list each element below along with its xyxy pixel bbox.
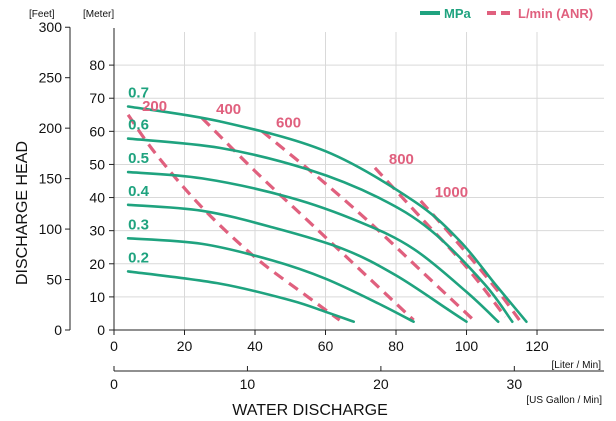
series-labels: 200 400 600 800 1000 0.2 0.3 0.4 0.5 0.6 0.7 [128,85,468,267]
x-tick-label: 40 [247,338,263,354]
secondary-x-tick-label: 20 [373,376,389,392]
y-meter-tick-label: 70 [89,90,105,106]
y-feet-unit-label: [Feet] [29,9,55,20]
air-flow-series [126,113,521,322]
legend: MPa L/min (ANR) [420,6,593,21]
x-tick-label: 60 [318,338,334,354]
y-feet-tick-label: 200 [39,120,63,136]
legend-label-mpa: MPa [444,6,472,21]
air-curve-400 [200,116,415,322]
air-label-600: 600 [276,114,301,131]
y-feet-tick-label: 100 [39,221,63,237]
y-meter-tick-label: 20 [89,256,105,272]
pressure-curve-0.4 [126,203,468,323]
air-label-400: 400 [216,101,241,118]
y-meter-tick-label: 30 [89,223,105,239]
pressure-curve-0.5 [126,170,500,323]
pressure-label-0.7: 0.7 [128,85,149,102]
x-tick-label: 120 [525,338,549,354]
air-label-200: 200 [142,98,167,115]
feet-axis: 0 50 100 150 200 250 300 [39,19,71,338]
secondary-x-axis: 0 10 20 30 [110,366,604,392]
air-curve-600 [261,130,475,322]
y-meter-tick-label: 10 [89,289,105,305]
y-feet-tick-label: 0 [54,322,62,338]
pressure-curve-0.3 [126,237,415,323]
y-meter-unit-label: [Meter] [83,9,114,20]
y-feet-tick-label: 150 [39,171,63,187]
y-feet-tick-label: 50 [46,272,62,288]
secondary-x-tick-label: 30 [507,376,523,392]
legend-label-air: L/min (ANR) [518,6,593,21]
y-meter-tick-label: 0 [97,322,105,338]
y-axis-title: DISCHARGE HEAD [14,141,31,285]
air-curve-200 [126,113,341,322]
x-tick-label: 80 [388,338,404,354]
secondary-x-tick-label: 10 [240,376,256,392]
y-meter-tick-label: 60 [89,123,105,139]
x-primary-unit-label: [Liter / Min] [552,360,602,371]
y-feet-tick-label: 250 [39,70,63,86]
pressure-label-0.4: 0.4 [128,183,150,200]
pressure-curve-0.2 [126,270,355,323]
y-meter-tick-label: 50 [89,156,105,172]
y-meter-tick-label: 40 [89,190,105,206]
y-meter-tick-label: 80 [89,57,105,73]
pressure-curve-0.7 [126,105,528,323]
x-secondary-unit-label: [US Gallon / Min] [526,395,602,406]
pressure-curve-0.6 [126,137,514,323]
pressure-label-0.6: 0.6 [128,117,149,134]
pressure-label-0.5: 0.5 [128,150,149,167]
pressure-series [126,105,528,323]
secondary-x-tick-label: 0 [110,376,118,392]
pressure-label-0.3: 0.3 [128,216,149,233]
air-label-1000: 1000 [435,184,468,201]
x-axis-title: WATER DISCHARGE [232,402,388,419]
pressure-label-0.2: 0.2 [128,249,149,266]
x-tick-label: 100 [455,338,479,354]
axes: 0 20 40 60 80 100 120 0 10 20 30 40 50 60 70 80 [89,28,604,354]
x-tick-label: 20 [177,338,193,354]
x-tick-label: 0 [110,338,118,354]
y-feet-tick-label: 300 [39,19,63,35]
air-label-800: 800 [389,151,414,168]
grid [114,32,604,330]
